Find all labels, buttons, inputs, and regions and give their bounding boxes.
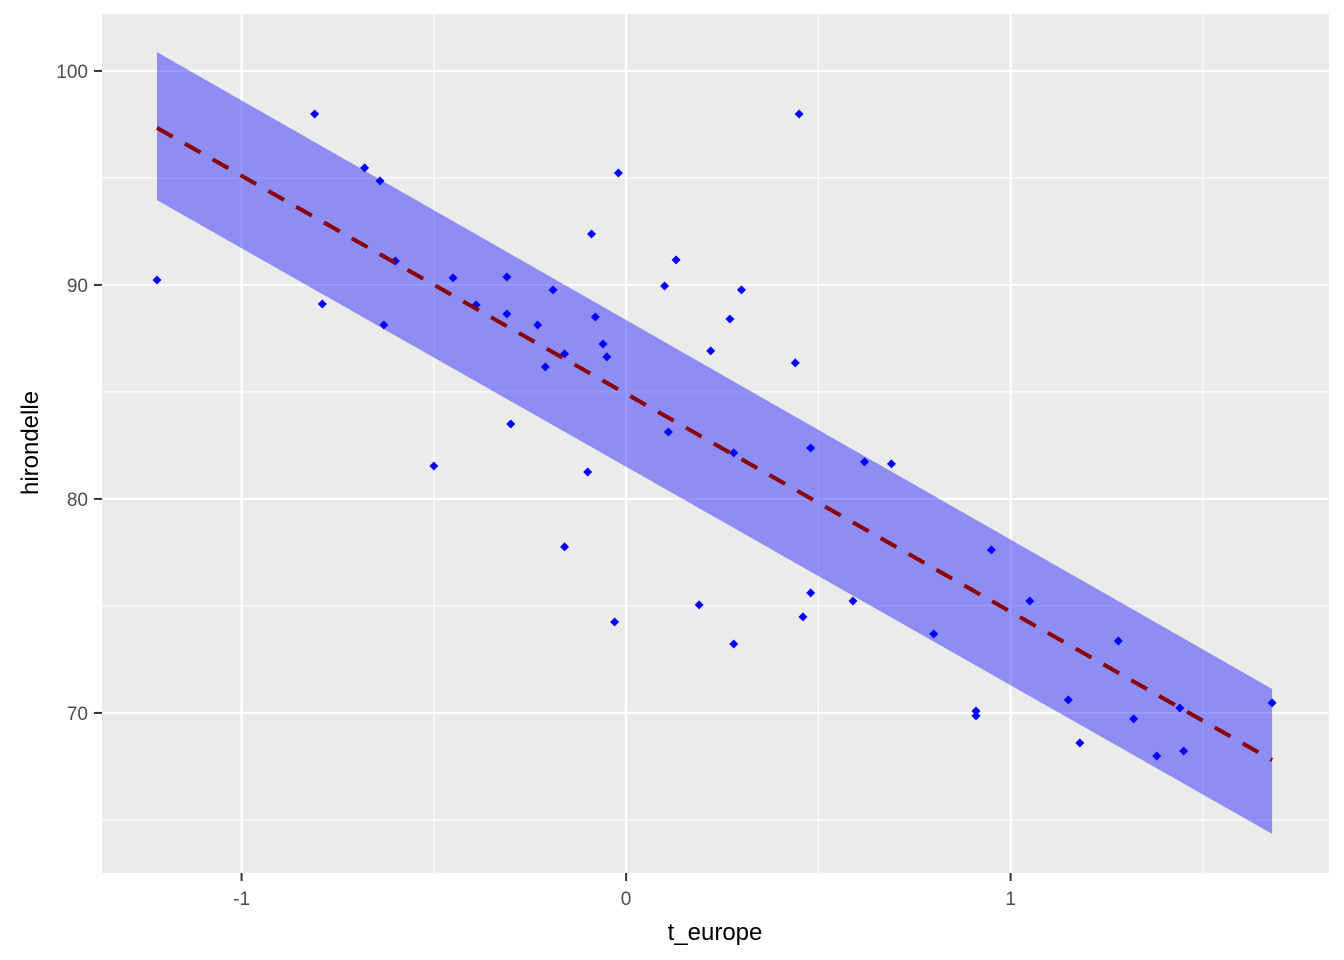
x-tick-label: 1	[1005, 889, 1016, 910]
data-point	[986, 545, 996, 555]
data-point	[794, 109, 804, 119]
data-point	[725, 314, 735, 324]
major-gridlines	[102, 14, 1329, 873]
data-point	[671, 255, 681, 265]
y-tick-label: 100	[56, 62, 88, 83]
data-point	[598, 339, 608, 349]
data-point	[602, 352, 612, 362]
data-point	[533, 320, 543, 330]
data-point	[583, 467, 593, 477]
data-point	[736, 285, 746, 295]
y-axis-title: hirondelle	[17, 391, 44, 495]
x-tick-label: -1	[233, 889, 250, 910]
data-point	[613, 168, 623, 178]
data-point	[860, 457, 870, 467]
x-axis: -1 0 1	[233, 873, 1016, 910]
data-point	[806, 443, 816, 453]
y-tick-label: 80	[67, 490, 88, 511]
data-point	[429, 461, 439, 471]
data-point	[360, 163, 370, 173]
data-point	[706, 346, 716, 356]
data-point	[502, 309, 512, 319]
data-point	[1267, 698, 1277, 708]
data-point	[886, 459, 896, 469]
data-point	[971, 706, 981, 716]
x-axis-title: t_europe	[668, 919, 763, 946]
data-point	[848, 596, 858, 606]
data-point	[379, 320, 389, 330]
data-point	[1152, 751, 1162, 761]
x-tick-label: 0	[621, 889, 632, 910]
data-point	[694, 600, 704, 610]
data-point	[590, 312, 600, 322]
data-point	[317, 299, 327, 309]
data-point	[1025, 596, 1035, 606]
data-point	[375, 176, 385, 186]
minor-gridlines	[102, 14, 1329, 873]
data-point	[448, 273, 458, 283]
data-point	[929, 629, 939, 639]
data-point	[1075, 738, 1085, 748]
data-point	[506, 419, 516, 429]
data-point	[1063, 695, 1073, 705]
data-point	[660, 281, 670, 291]
data-point	[152, 275, 162, 285]
data-point	[586, 229, 596, 239]
data-point	[1175, 703, 1185, 713]
data-point	[560, 542, 570, 552]
data-point	[1179, 746, 1189, 756]
data-point	[729, 639, 739, 649]
regression-line	[155, 126, 1274, 762]
data-point	[790, 358, 800, 368]
data-point	[610, 617, 620, 627]
y-tick-label: 90	[67, 276, 88, 297]
data-point	[1129, 714, 1139, 724]
y-tick-label: 70	[67, 704, 88, 725]
data-point	[663, 427, 673, 437]
data-point	[1113, 636, 1123, 646]
data-point	[502, 272, 512, 282]
data-point	[971, 711, 981, 721]
data-point	[806, 588, 816, 598]
data-point	[548, 285, 558, 295]
data-point	[540, 362, 550, 372]
data-points	[152, 109, 1277, 761]
data-point	[471, 300, 481, 310]
y-axis: 70 80 90 100	[56, 62, 102, 725]
data-point	[729, 448, 739, 458]
data-point	[310, 109, 320, 119]
data-point	[798, 612, 808, 622]
